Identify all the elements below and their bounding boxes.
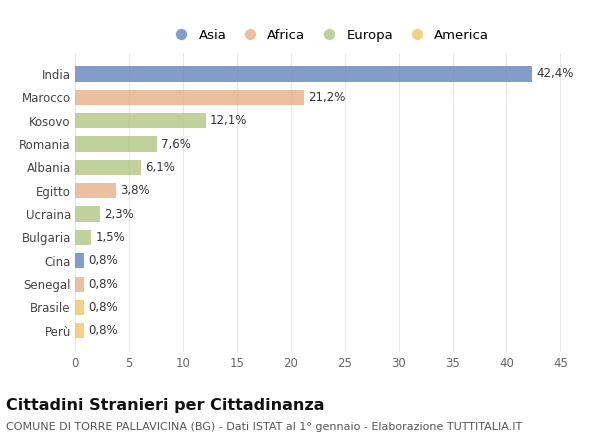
Text: 0,8%: 0,8%	[88, 254, 118, 267]
Bar	[75, 136, 157, 152]
Bar	[75, 113, 206, 128]
Text: 3,8%: 3,8%	[121, 184, 150, 197]
Bar	[75, 206, 100, 222]
Text: 2,3%: 2,3%	[104, 208, 134, 220]
Bar	[75, 230, 91, 245]
Text: COMUNE DI TORRE PALLAVICINA (BG) - Dati ISTAT al 1° gennaio - Elaborazione TUTTI: COMUNE DI TORRE PALLAVICINA (BG) - Dati …	[6, 422, 522, 432]
Text: 21,2%: 21,2%	[308, 91, 346, 104]
Text: 42,4%: 42,4%	[536, 67, 574, 81]
Text: Cittadini Stranieri per Cittadinanza: Cittadini Stranieri per Cittadinanza	[6, 398, 325, 413]
Bar	[75, 300, 83, 315]
Bar	[75, 276, 83, 292]
Bar	[75, 253, 83, 268]
Text: 0,8%: 0,8%	[88, 278, 118, 290]
Bar	[75, 323, 83, 338]
Text: 0,8%: 0,8%	[88, 301, 118, 314]
Bar	[75, 90, 304, 105]
Legend: Asia, Africa, Europa, America: Asia, Africa, Europa, America	[163, 23, 494, 47]
Bar	[75, 160, 141, 175]
Text: 12,1%: 12,1%	[210, 114, 247, 127]
Bar	[75, 66, 532, 81]
Text: 7,6%: 7,6%	[161, 138, 191, 150]
Bar	[75, 183, 116, 198]
Text: 6,1%: 6,1%	[145, 161, 175, 174]
Text: 1,5%: 1,5%	[95, 231, 125, 244]
Text: 0,8%: 0,8%	[88, 324, 118, 337]
